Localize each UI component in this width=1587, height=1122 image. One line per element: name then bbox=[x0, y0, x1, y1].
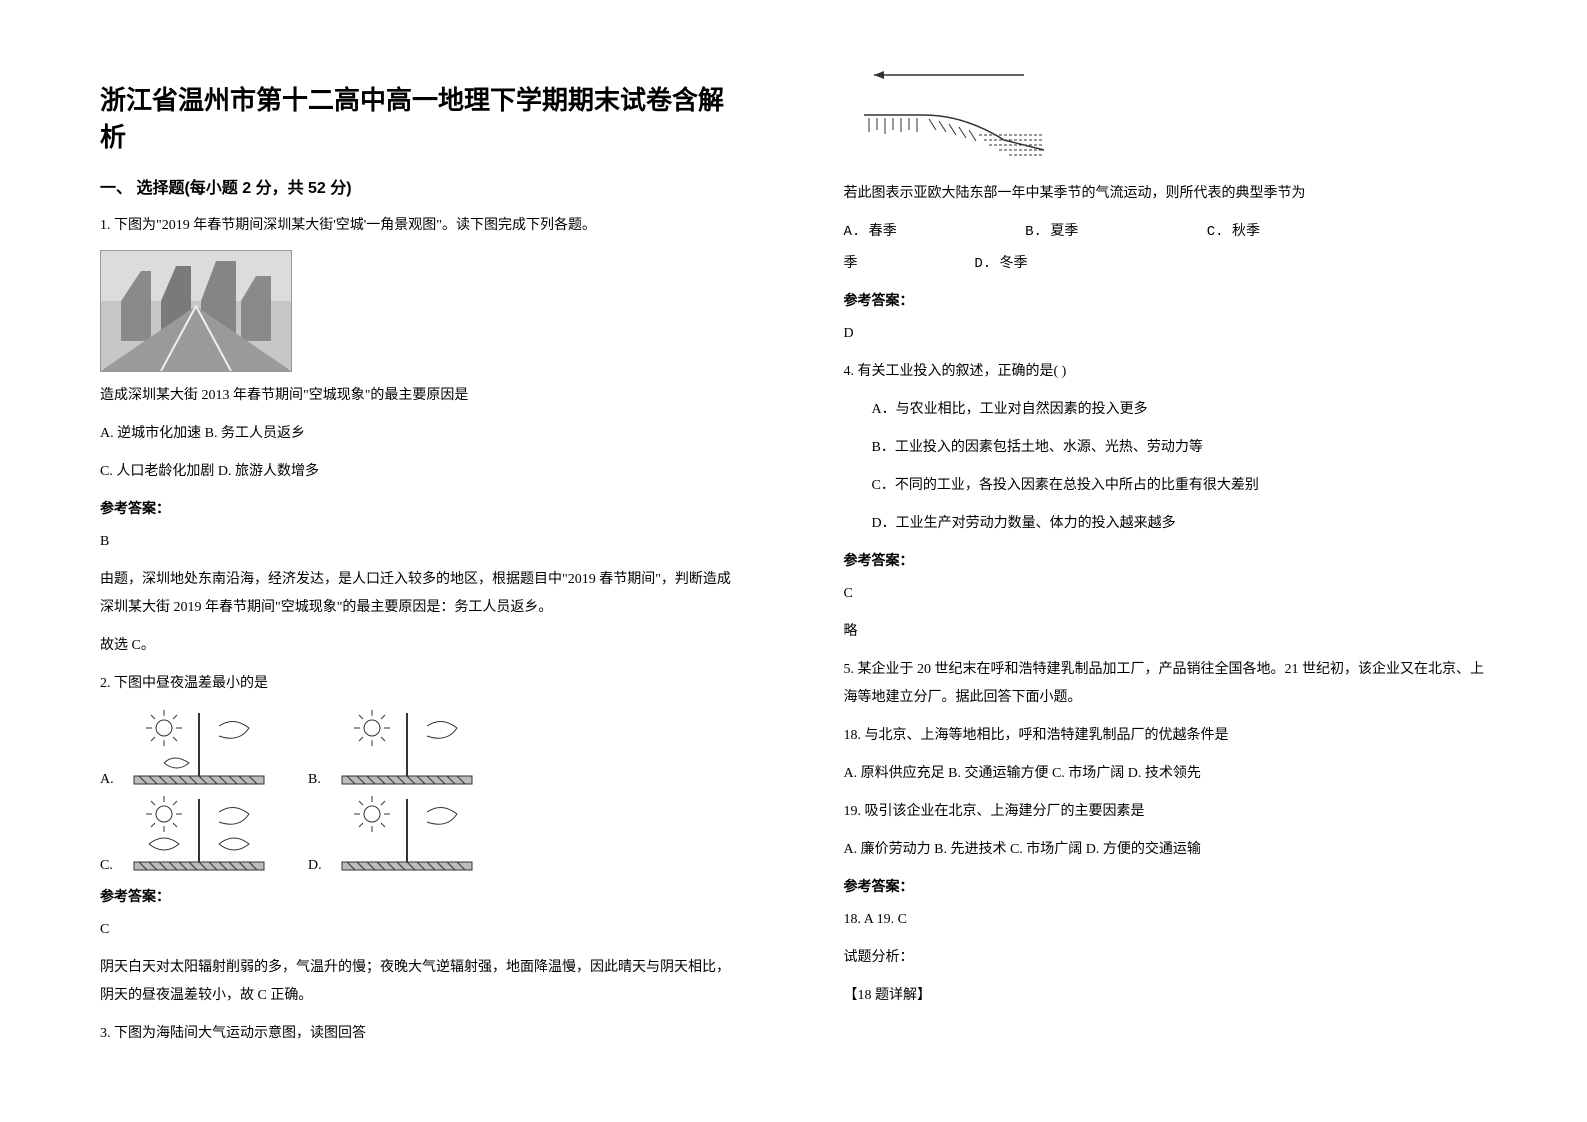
q3-stem: 3. 下图为海陆间大气运动示意图，读图回答 bbox=[100, 1020, 744, 1048]
q4-opt-d: D．工业生产对劳动力数量、体力的投入越来越多 bbox=[844, 510, 1488, 538]
q4-stem: 4. 有关工业投入的叙述，正确的是( ) bbox=[844, 358, 1488, 386]
q3-diagram bbox=[844, 60, 1488, 170]
q1-stem: 1. 下图为"2019 年春节期间深圳某大街'空城'一角景观图"。读下图完成下列… bbox=[100, 212, 744, 240]
q1-image bbox=[100, 250, 744, 372]
left-column: 浙江省温州市第十二高中高一地理下学期期末试卷含解析 一、 选择题(每小题 2 分… bbox=[0, 0, 794, 1122]
q3-sub: 若此图表示亚欧大陆东部一年中某季节的气流运动，则所代表的典型季节为 bbox=[844, 180, 1488, 208]
q2-label-d: D. bbox=[308, 858, 328, 874]
q3-opt-c: C. 秋季 bbox=[1207, 224, 1260, 240]
q5-q19-opts: A. 廉价劳动力 B. 先进技术 C. 市场广阔 D. 方便的交通运输 bbox=[844, 836, 1488, 864]
q2-diagram-b bbox=[332, 708, 482, 788]
q5-q19: 19. 吸引该企业在北京、上海建分厂的主要因素是 bbox=[844, 798, 1488, 826]
q1-answer-heading: 参考答案： bbox=[100, 498, 744, 518]
q1-answer: B bbox=[100, 528, 744, 556]
q2-answer-heading: 参考答案： bbox=[100, 886, 744, 906]
q4-opt-c: C．不同的工业，各投入因素在总投入中所占的比重有很大差别 bbox=[844, 472, 1488, 500]
q3-opt-season-label: 季 bbox=[844, 256, 858, 272]
q2-label-c: C. bbox=[100, 858, 120, 874]
q1-sub: 造成深圳某大街 2013 年春节期间"空城现象"的最主要原因是 bbox=[100, 382, 744, 410]
q5-answer: 18. A 19. C bbox=[844, 906, 1488, 934]
q2-diagram-d bbox=[332, 794, 482, 874]
q2-explain: 阴天白天对太阳辐射削弱的多，气温升的慢；夜晚大气逆辐射强，地面降温慢，因此晴天与… bbox=[100, 954, 744, 1010]
q3-opt-b: B. 夏季 bbox=[1025, 218, 1078, 246]
q5-stem: 5. 某企业于 20 世纪末在呼和浩特建乳制品加工厂，产品销往全国各地。21 世… bbox=[844, 656, 1488, 712]
q5-answer-heading: 参考答案： bbox=[844, 876, 1488, 896]
q3-opt-d: D. 冬季 bbox=[974, 256, 1027, 272]
q2-stem: 2. 下图中昼夜温差最小的是 bbox=[100, 670, 744, 698]
q2-answer: C bbox=[100, 916, 744, 944]
q4-opt-b: B．工业投入的因素包括土地、水源、光热、劳动力等 bbox=[844, 434, 1488, 462]
exam-page: 浙江省温州市第十二高中高一地理下学期期末试卷含解析 一、 选择题(每小题 2 分… bbox=[0, 0, 1587, 1122]
q2-label-a: A. bbox=[100, 772, 120, 788]
q5-analysis-label: 试题分析： bbox=[844, 944, 1488, 972]
q1-explain2: 故选 C。 bbox=[100, 632, 744, 660]
q4-opt-a: A．与农业相比，工业对自然因素的投入更多 bbox=[844, 396, 1488, 424]
q2-label-b: B. bbox=[308, 772, 328, 788]
q4-explain: 略 bbox=[844, 618, 1488, 646]
q2-diagram-c bbox=[124, 794, 274, 874]
right-column: 若此图表示亚欧大陆东部一年中某季节的气流运动，则所代表的典型季节为 A. 春季 … bbox=[794, 0, 1587, 1122]
q1-explain: 由题，深圳地处东南沿海，经济发达，是人口迁入较多的地区，根据题目中"2019 春… bbox=[100, 566, 744, 622]
page-title: 浙江省温州市第十二高中高一地理下学期期末试卷含解析 bbox=[100, 80, 744, 154]
section-heading: 一、 选择题(每小题 2 分，共 52 分) bbox=[100, 174, 744, 198]
q5-detail18: 【18 题详解】 bbox=[844, 982, 1488, 1010]
q1-opt-cd: C. 人口老龄化加剧 D. 旅游人数增多 bbox=[100, 458, 744, 486]
q3-options-row2: 季 D. 冬季 bbox=[844, 250, 1488, 278]
q3-answer: D bbox=[844, 320, 1488, 348]
q2-diagram-a bbox=[124, 708, 274, 788]
q5-q18: 18. 与北京、上海等地相比，呼和浩特建乳制品厂的优越条件是 bbox=[844, 722, 1488, 750]
q4-answer: C bbox=[844, 580, 1488, 608]
q3-options-row1: A. 春季 B. 夏季 C. 秋季 bbox=[844, 218, 1488, 246]
q1-opt-ab: A. 逆城市化加速 B. 务工人员返乡 bbox=[100, 420, 744, 448]
q3-answer-heading: 参考答案： bbox=[844, 290, 1488, 310]
q4-answer-heading: 参考答案： bbox=[844, 550, 1488, 570]
q2-diagram-row1: A. B. bbox=[100, 708, 744, 788]
q2-diagram-row2: C. D. bbox=[100, 794, 744, 874]
q5-q18-opts: A. 原料供应充足 B. 交通运输方便 C. 市场广阔 D. 技术领先 bbox=[844, 760, 1488, 788]
q3-opt-a: A. 春季 bbox=[844, 218, 897, 246]
